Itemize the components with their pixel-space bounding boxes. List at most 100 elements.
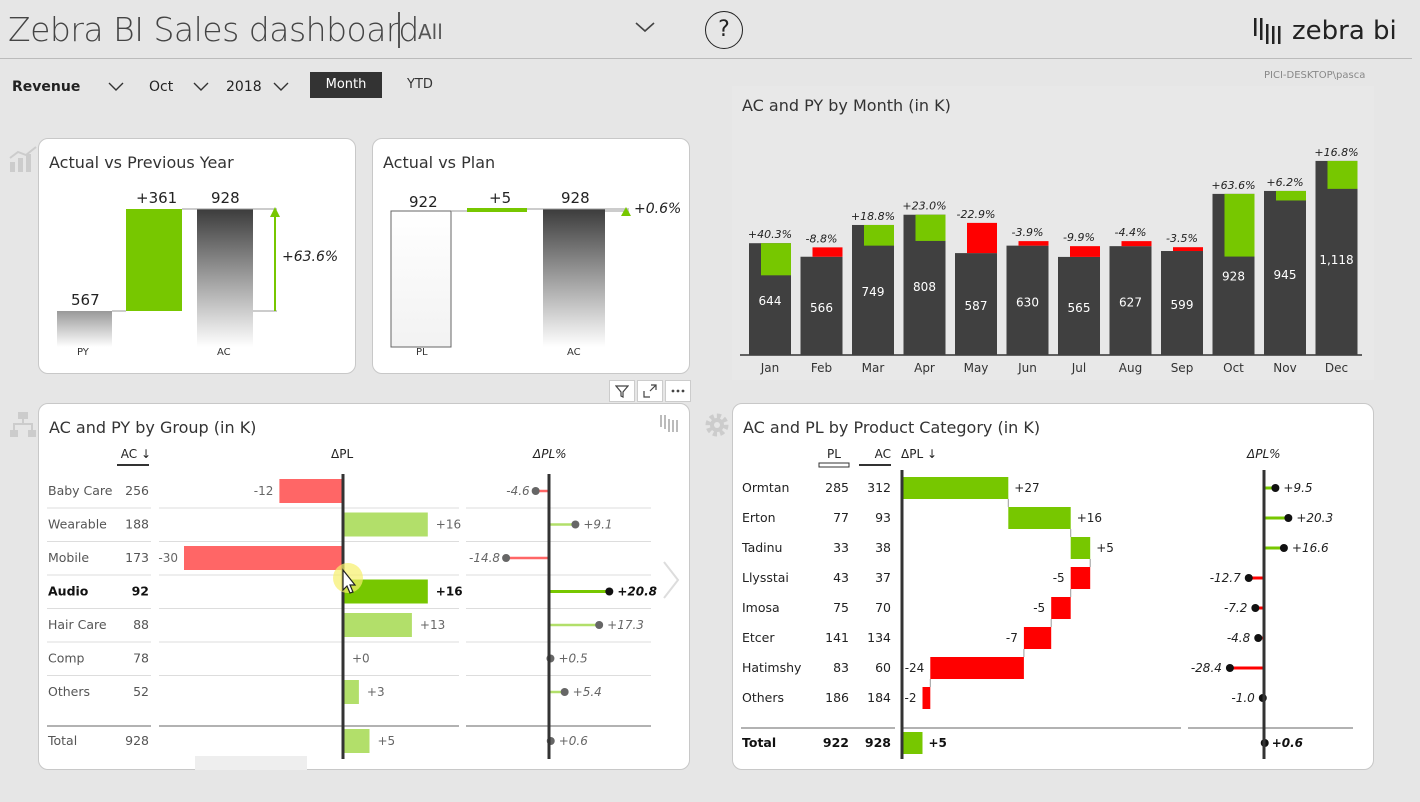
bar-delta-Jan [761,243,791,276]
trend-chart-icon [9,146,37,172]
dpl-label: +16 [1077,511,1102,525]
dpl-label: +5 [378,734,396,748]
row-ac-value: 37 [875,570,891,585]
row-ac-value: 78 [133,651,149,666]
pct-dot [502,554,511,562]
pct-label: +5.4 [573,685,602,699]
col-header-ac[interactable]: AC [874,447,891,461]
dpl-waterfall-bar [1051,597,1071,619]
dpl-label: -24 [905,661,925,675]
value-label-Jan: 644 [759,294,782,308]
tick-label-Dec: Dec [1325,361,1348,375]
value-label-Nov: 945 [1274,268,1297,282]
row-ac-value: 312 [867,480,891,495]
bar-ac-Jun [1006,245,1049,355]
bar-delta-Apr [915,214,946,241]
filter-chevron-down-icon[interactable] [634,20,656,34]
value-label-Jul: 565 [1068,301,1091,315]
filter-dropdown-value[interactable]: All [418,20,443,44]
dpl-waterfall-bar [1023,627,1052,649]
year-dropdown[interactable]: 2018 [226,79,262,95]
ac-vs-pl-title: Actual vs Plan [383,153,496,172]
row-name: Hatimshy [742,660,802,675]
tick-label-Oct: Oct [1223,361,1244,375]
pl-header-underline [818,462,850,468]
dpl-waterfall-bar [903,477,1009,499]
col-header-ac[interactable]: AC ↓ [120,447,151,461]
measure-dropdown[interactable]: Revenue [12,79,81,95]
next-page-chevron-icon[interactable] [660,560,682,600]
dpl-waterfall-bar [1008,507,1071,529]
row-name: Imosa [742,600,780,615]
measure-chevron-down-icon[interactable] [108,80,124,92]
row-ac-value: 60 [875,660,891,675]
row-name: Others [742,690,784,705]
py-value: 567 [71,291,100,309]
bar-ac-Sep [1161,251,1203,355]
dpl-label: +13 [420,618,445,632]
ac-vs-pl-card[interactable]: Actual vs Plan 922 +5 928 +0.6% PL AC [372,138,690,374]
delta-pct-label-Sep: -3.5% [1166,232,1198,245]
more-options-icon[interactable] [665,380,691,402]
row-pl-value: 285 [825,480,849,495]
tick-label-Feb: Feb [811,361,832,375]
row-name: Mobile [48,550,89,565]
pct-label: +9.5 [1283,481,1312,495]
ytd-toggle-button[interactable]: YTD [407,77,433,92]
dpl-label: +27 [1014,481,1039,495]
pct-dot [1244,574,1253,582]
year-chevron-down-icon[interactable] [273,80,289,92]
help-button[interactable]: ? [705,11,743,49]
pct-label: +20.3 [1296,511,1333,525]
month-chart-title: AC and PY by Month (in K) [742,96,951,115]
ac-bar [543,209,605,347]
ac-vs-pl-chart [390,207,631,348]
value-label-May: 587 [965,299,988,313]
total-dpl-bar [903,732,923,754]
row-name: Erton [742,510,776,525]
dpl-label: +16 [436,585,463,599]
pct-dot [560,688,569,696]
row-pl-value: 83 [833,660,849,675]
dpl-label: +5 [1096,541,1114,555]
dpl-waterfall-bar [930,657,1024,679]
row-name: Comp [48,651,85,666]
delta-pct-label-Aug: -4.4% [1115,226,1147,239]
product-table-card[interactable]: AC and PL by Product Category (in K) PL … [732,403,1374,770]
col-header-dpl[interactable]: ΔPL ↓ [901,447,937,461]
tick-label-Aug: Aug [1119,361,1142,375]
pct-dot [1271,484,1280,492]
value-label-Oct: 928 [1222,269,1245,283]
py-delta-value: +361 [136,189,178,207]
value-label-Dec: 1,118 [1319,253,1353,267]
dpl-bar [343,680,359,704]
delta-pct-label-Feb: -8.8% [806,232,838,245]
total-name: Total [742,735,776,750]
delta-pct-label-Jan: +40.3% [748,228,792,241]
col-header-dpl: ΔPL [331,447,354,461]
user-label: PICI-DESKTOP\pasca [1264,70,1366,81]
row-ac-value: 52 [133,684,149,699]
dpl-bar [343,613,412,637]
pct-dot [605,587,614,596]
group-table-card[interactable]: AC and PY by Group (in K) AC ↓ ΔPL ΔPL% … [38,403,690,770]
scrollbar[interactable] [195,756,307,770]
ac-label: AC [217,347,231,358]
focus-mode-icon[interactable] [637,380,663,402]
hierarchy-icon [10,412,36,437]
month-toggle-button[interactable]: Month [310,72,382,98]
pct-dot [1279,544,1288,552]
dpl-label: -30 [158,551,178,565]
month-dropdown[interactable]: Oct [149,79,174,95]
month-chevron-down-icon[interactable] [193,80,209,92]
bar-ac-Jul [1058,256,1100,355]
col-header-pl[interactable]: PL [827,447,841,461]
py-label: PY [77,347,89,358]
row-name: Audio [48,584,89,599]
dpl-label: -2 [905,691,917,705]
tick-label-Jun: Jun [1017,361,1037,375]
dpl-bar [343,729,370,753]
ac-label: AC [567,347,581,358]
filter-icon[interactable] [609,380,635,402]
ac-vs-py-card[interactable]: Actual vs Previous Year 567 +361 928 +63… [38,138,356,374]
